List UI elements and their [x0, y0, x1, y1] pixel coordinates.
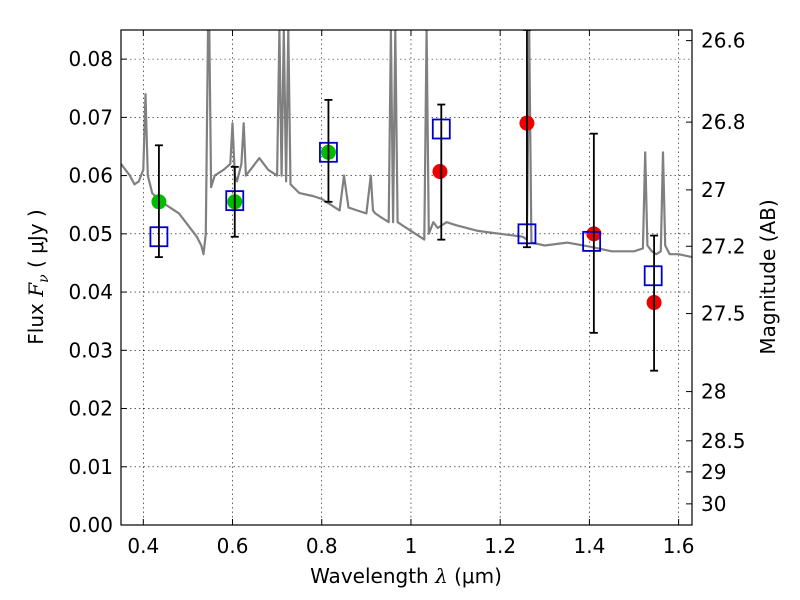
- y-axis-title: Flux Fν ( μJy ): [24, 209, 52, 344]
- model-spectrum-line: [121, 30, 692, 259]
- blue-square-point: [582, 230, 602, 252]
- y2-tick-label: 29: [701, 460, 726, 484]
- red-circle-point: [432, 164, 448, 180]
- x-tick-label: 1.2: [484, 534, 516, 558]
- y-tick-label: 0.06: [68, 164, 113, 188]
- y2-tick-label: 28.5: [701, 429, 746, 453]
- y2-tick-label: 30: [701, 492, 726, 516]
- y-axis-title-unit: ( μJy ): [24, 209, 48, 274]
- y-tick-label: 0.00: [68, 513, 113, 537]
- y2-tick-label: 26.8: [701, 110, 746, 134]
- y2-axis-title: Magnitude (AB): [756, 199, 780, 354]
- y-tick-label: 0.08: [68, 47, 113, 71]
- x-tick-label: 0.8: [306, 534, 338, 558]
- plot-frame: [120, 29, 693, 526]
- plot-background: [121, 30, 692, 525]
- plot-area: [121, 30, 692, 372]
- x-axis-title: Wavelength λ (μm): [310, 564, 502, 588]
- x-axis-title-unit: (μm): [448, 564, 502, 588]
- y-tick-label: 0.02: [68, 397, 113, 421]
- series-layer: [121, 30, 692, 372]
- y-tick-label: 0.05: [68, 222, 113, 246]
- y2-tick-label: 26.6: [701, 29, 746, 53]
- y-tick-label: 0.04: [68, 280, 113, 304]
- x-tick-label: 0.4: [127, 534, 159, 558]
- y-axis-title-symbol: F: [24, 282, 48, 298]
- y2-tick-label: 28: [701, 380, 726, 404]
- x-tick-label: 0.6: [217, 534, 249, 558]
- y-tick-label: 0.03: [68, 338, 113, 362]
- x-tick-label: 1.4: [573, 534, 605, 558]
- x-tick-label: 1: [405, 534, 418, 558]
- y-tick-label: 0.01: [68, 455, 113, 479]
- y2-tick-label: 27.5: [701, 302, 746, 326]
- x-axis-title-symbol: λ: [434, 564, 448, 588]
- x-axis-title-prefix: Wavelength: [310, 564, 435, 588]
- y2-tick-label: 27.2: [701, 234, 746, 258]
- x-tick-label: 1.6: [663, 534, 695, 558]
- axes: 0.4 0.6 0.8 1 1.2 1.4 1.6 0.00 0.01 0.02 0.03 0.04 0…: [68, 29, 745, 558]
- y2-tick-label: 27: [701, 178, 726, 202]
- y-tick-label: 0.07: [68, 105, 113, 129]
- y-axis-title-prefix: Flux: [24, 297, 48, 345]
- y-axis-title-subscript: ν: [36, 274, 52, 283]
